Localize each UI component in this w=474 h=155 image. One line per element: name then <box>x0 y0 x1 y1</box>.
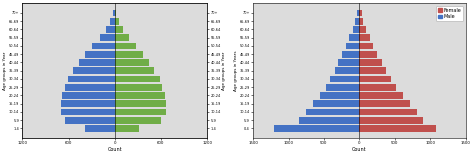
Bar <box>64 84 115 91</box>
Bar <box>115 59 149 66</box>
Bar <box>65 117 115 124</box>
Bar <box>359 76 391 82</box>
Y-axis label: Age groups in Years: Age groups in Years <box>234 51 238 91</box>
Bar <box>115 26 123 33</box>
Bar <box>115 76 160 82</box>
Bar <box>338 59 359 66</box>
Bar <box>115 100 166 107</box>
Bar <box>106 26 115 33</box>
Bar <box>359 34 370 41</box>
Bar <box>349 34 359 41</box>
Bar <box>115 84 163 91</box>
Bar <box>79 59 115 66</box>
Bar <box>319 92 359 99</box>
Bar <box>61 108 115 115</box>
Bar <box>359 125 436 132</box>
Bar <box>359 92 402 99</box>
Bar <box>115 51 143 58</box>
Bar <box>330 76 359 82</box>
Bar <box>115 67 154 74</box>
Bar <box>359 51 377 58</box>
Bar <box>359 67 386 74</box>
Bar <box>115 10 117 16</box>
Bar <box>359 84 396 91</box>
Bar <box>335 67 359 74</box>
Bar <box>115 125 139 132</box>
Bar <box>73 67 115 74</box>
Bar <box>359 117 423 124</box>
Bar <box>359 10 362 16</box>
Bar <box>85 51 115 58</box>
Bar <box>359 100 410 107</box>
Bar <box>91 43 115 49</box>
Bar <box>357 10 359 16</box>
Bar <box>359 43 373 49</box>
Bar <box>359 18 364 25</box>
Bar <box>359 59 382 66</box>
Bar <box>61 100 115 107</box>
Bar <box>342 51 359 58</box>
Bar <box>115 92 165 99</box>
Bar <box>326 84 359 91</box>
Bar <box>112 10 115 16</box>
Y-axis label: Age groups in Year: Age groups in Year <box>3 51 8 90</box>
Bar <box>359 108 417 115</box>
Legend: Female, Male: Female, Male <box>436 6 463 21</box>
Bar <box>115 117 161 124</box>
X-axis label: Count: Count <box>108 146 122 152</box>
Bar <box>85 125 115 132</box>
Bar <box>299 117 359 124</box>
Bar <box>68 76 115 82</box>
Bar <box>63 92 115 99</box>
Bar <box>100 34 115 41</box>
Bar <box>110 18 115 25</box>
Bar <box>346 43 359 49</box>
Bar <box>313 100 359 107</box>
X-axis label: Count: Count <box>352 146 367 152</box>
Bar <box>274 125 359 132</box>
Bar <box>115 108 165 115</box>
Bar <box>306 108 359 115</box>
Y-axis label: Age groups in Year: Age groups in Year <box>222 51 226 90</box>
Bar <box>353 26 359 33</box>
Bar <box>356 18 359 25</box>
Bar <box>115 43 136 49</box>
Bar <box>359 26 366 33</box>
Bar <box>115 34 128 41</box>
Bar <box>115 18 118 25</box>
